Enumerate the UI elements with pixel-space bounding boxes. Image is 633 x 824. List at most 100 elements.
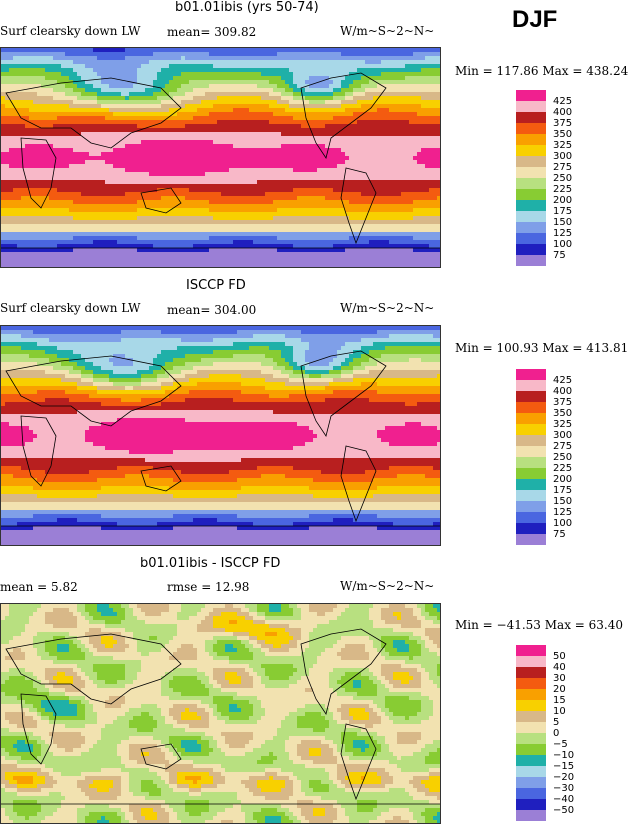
- colorbar-level-label: 425: [553, 96, 572, 107]
- colorbar-level-label: 275: [553, 441, 572, 452]
- panel-2-variable: Surf clearsky down LW: [0, 301, 141, 315]
- panel-1-minmax: Min = 117.86 Max = 438.24: [455, 64, 628, 78]
- colorbar-swatch: [516, 711, 546, 722]
- colorbar-level-label: 175: [553, 206, 572, 217]
- panel-3-minmax: Min = −41.53 Max = 63.40: [455, 618, 623, 632]
- colorbar-level-label: 325: [553, 140, 572, 151]
- colorbar-level-label: 100: [553, 518, 572, 529]
- colorbar-level-label: 225: [553, 463, 572, 474]
- colorbar-level-label: 15: [553, 695, 566, 706]
- colorbar-level-label: 20: [553, 684, 566, 695]
- colorbar-level-label: 5: [553, 717, 559, 728]
- colorbar-level-label: 75: [553, 529, 566, 540]
- colorbar-swatch: [516, 733, 546, 744]
- colorbar-swatch: [516, 766, 546, 777]
- colorbar-swatch: [516, 189, 546, 200]
- colorbar-swatch: [516, 90, 546, 101]
- colorbar-swatch: [516, 479, 546, 490]
- colorbar-level-label: 200: [553, 474, 572, 485]
- panel-3-units: W/m~S~2~N~: [340, 579, 434, 593]
- colorbar-swatch: [516, 134, 546, 145]
- panel-3-mean: mean = 5.82: [0, 580, 78, 594]
- season-label: DJF: [512, 6, 557, 34]
- colorbar-swatch: [516, 413, 546, 424]
- colorbar-swatch: [516, 501, 546, 512]
- colorbar-swatch: [516, 380, 546, 391]
- colorbar-swatch: [516, 799, 546, 810]
- colorbar-level-label: −10: [553, 750, 574, 761]
- colorbar-level-label: 200: [553, 195, 572, 206]
- panel-2-units: W/m~S~2~N~: [340, 301, 434, 315]
- colorbar-swatch: [516, 512, 546, 523]
- colorbar-level-label: 400: [553, 107, 572, 118]
- panel-3-map: [0, 603, 441, 824]
- colorbar-level-label: 250: [553, 173, 572, 184]
- colorbar-swatch: [516, 689, 546, 700]
- panel-2-title: ISCCP FD: [186, 278, 246, 293]
- colorbar-swatch: [516, 446, 546, 457]
- colorbar-level-label: 0: [553, 728, 559, 739]
- colorbar-swatch: [516, 788, 546, 799]
- colorbar-level-label: 300: [553, 151, 572, 162]
- colorbar-swatch: [516, 534, 546, 545]
- map-field: [1, 604, 440, 823]
- map-field: [1, 326, 440, 545]
- colorbar-level-label: 10: [553, 706, 566, 717]
- map-field: [1, 48, 440, 267]
- panel-2-map: [0, 325, 441, 546]
- panel-2-mean: mean= 304.00: [167, 303, 256, 317]
- colorbar-swatch: [516, 656, 546, 667]
- colorbar-level-label: 100: [553, 239, 572, 250]
- panel-1-variable: Surf clearsky down LW: [0, 24, 141, 38]
- colorbar-swatch: [516, 523, 546, 534]
- colorbar-level-label: 375: [553, 118, 572, 129]
- colorbar-level-label: 75: [553, 250, 566, 261]
- panel-2-minmax: Min = 100.93 Max = 413.81: [455, 341, 628, 355]
- colorbar-swatch: [516, 810, 546, 821]
- panel-3-title: b01.01ibis - ISCCP FD: [140, 556, 280, 571]
- colorbar-swatch: [516, 167, 546, 178]
- colorbar-swatch: [516, 468, 546, 479]
- colorbar-swatch: [516, 424, 546, 435]
- colorbar-swatch: [516, 435, 546, 446]
- colorbar-level-label: 40: [553, 662, 566, 673]
- colorbar-swatch: [516, 457, 546, 468]
- colorbar-swatch: [516, 200, 546, 211]
- colorbar-level-label: −50: [553, 805, 574, 816]
- colorbar-swatch: [516, 490, 546, 501]
- colorbar-swatch: [516, 402, 546, 413]
- panel-3-rmse: rmse = 12.98: [167, 580, 249, 594]
- colorbar-swatch: [516, 101, 546, 112]
- colorbar-swatch: [516, 255, 546, 266]
- colorbar-level-label: 150: [553, 217, 572, 228]
- colorbar-swatch: [516, 777, 546, 788]
- colorbar-level-label: 30: [553, 673, 566, 684]
- colorbar-level-label: −5: [553, 739, 568, 750]
- colorbar-level-label: 125: [553, 228, 572, 239]
- colorbar-swatch: [516, 233, 546, 244]
- colorbar-swatch: [516, 645, 546, 656]
- colorbar-level-label: 400: [553, 386, 572, 397]
- colorbar-swatch: [516, 744, 546, 755]
- panel-1-units: W/m~S~2~N~: [340, 24, 434, 38]
- colorbar-level-label: 375: [553, 397, 572, 408]
- colorbar-swatch: [516, 112, 546, 123]
- colorbar-level-label: −15: [553, 761, 574, 772]
- colorbar-level-label: 350: [553, 408, 572, 419]
- colorbar-swatch: [516, 369, 546, 380]
- colorbar-level-label: 250: [553, 452, 572, 463]
- colorbar-swatch: [516, 678, 546, 689]
- colorbar-level-label: 325: [553, 419, 572, 430]
- colorbar-level-label: 150: [553, 496, 572, 507]
- colorbar-swatch: [516, 700, 546, 711]
- colorbar-swatch: [516, 123, 546, 134]
- colorbar-swatch: [516, 222, 546, 233]
- colorbar-level-label: 125: [553, 507, 572, 518]
- colorbar-level-label: 300: [553, 430, 572, 441]
- colorbar-level-label: 275: [553, 162, 572, 173]
- colorbar-level-label: −40: [553, 794, 574, 805]
- colorbar-level-label: 175: [553, 485, 572, 496]
- colorbar-swatch: [516, 722, 546, 733]
- colorbar-level-label: 425: [553, 375, 572, 386]
- colorbar-level-label: −20: [553, 772, 574, 783]
